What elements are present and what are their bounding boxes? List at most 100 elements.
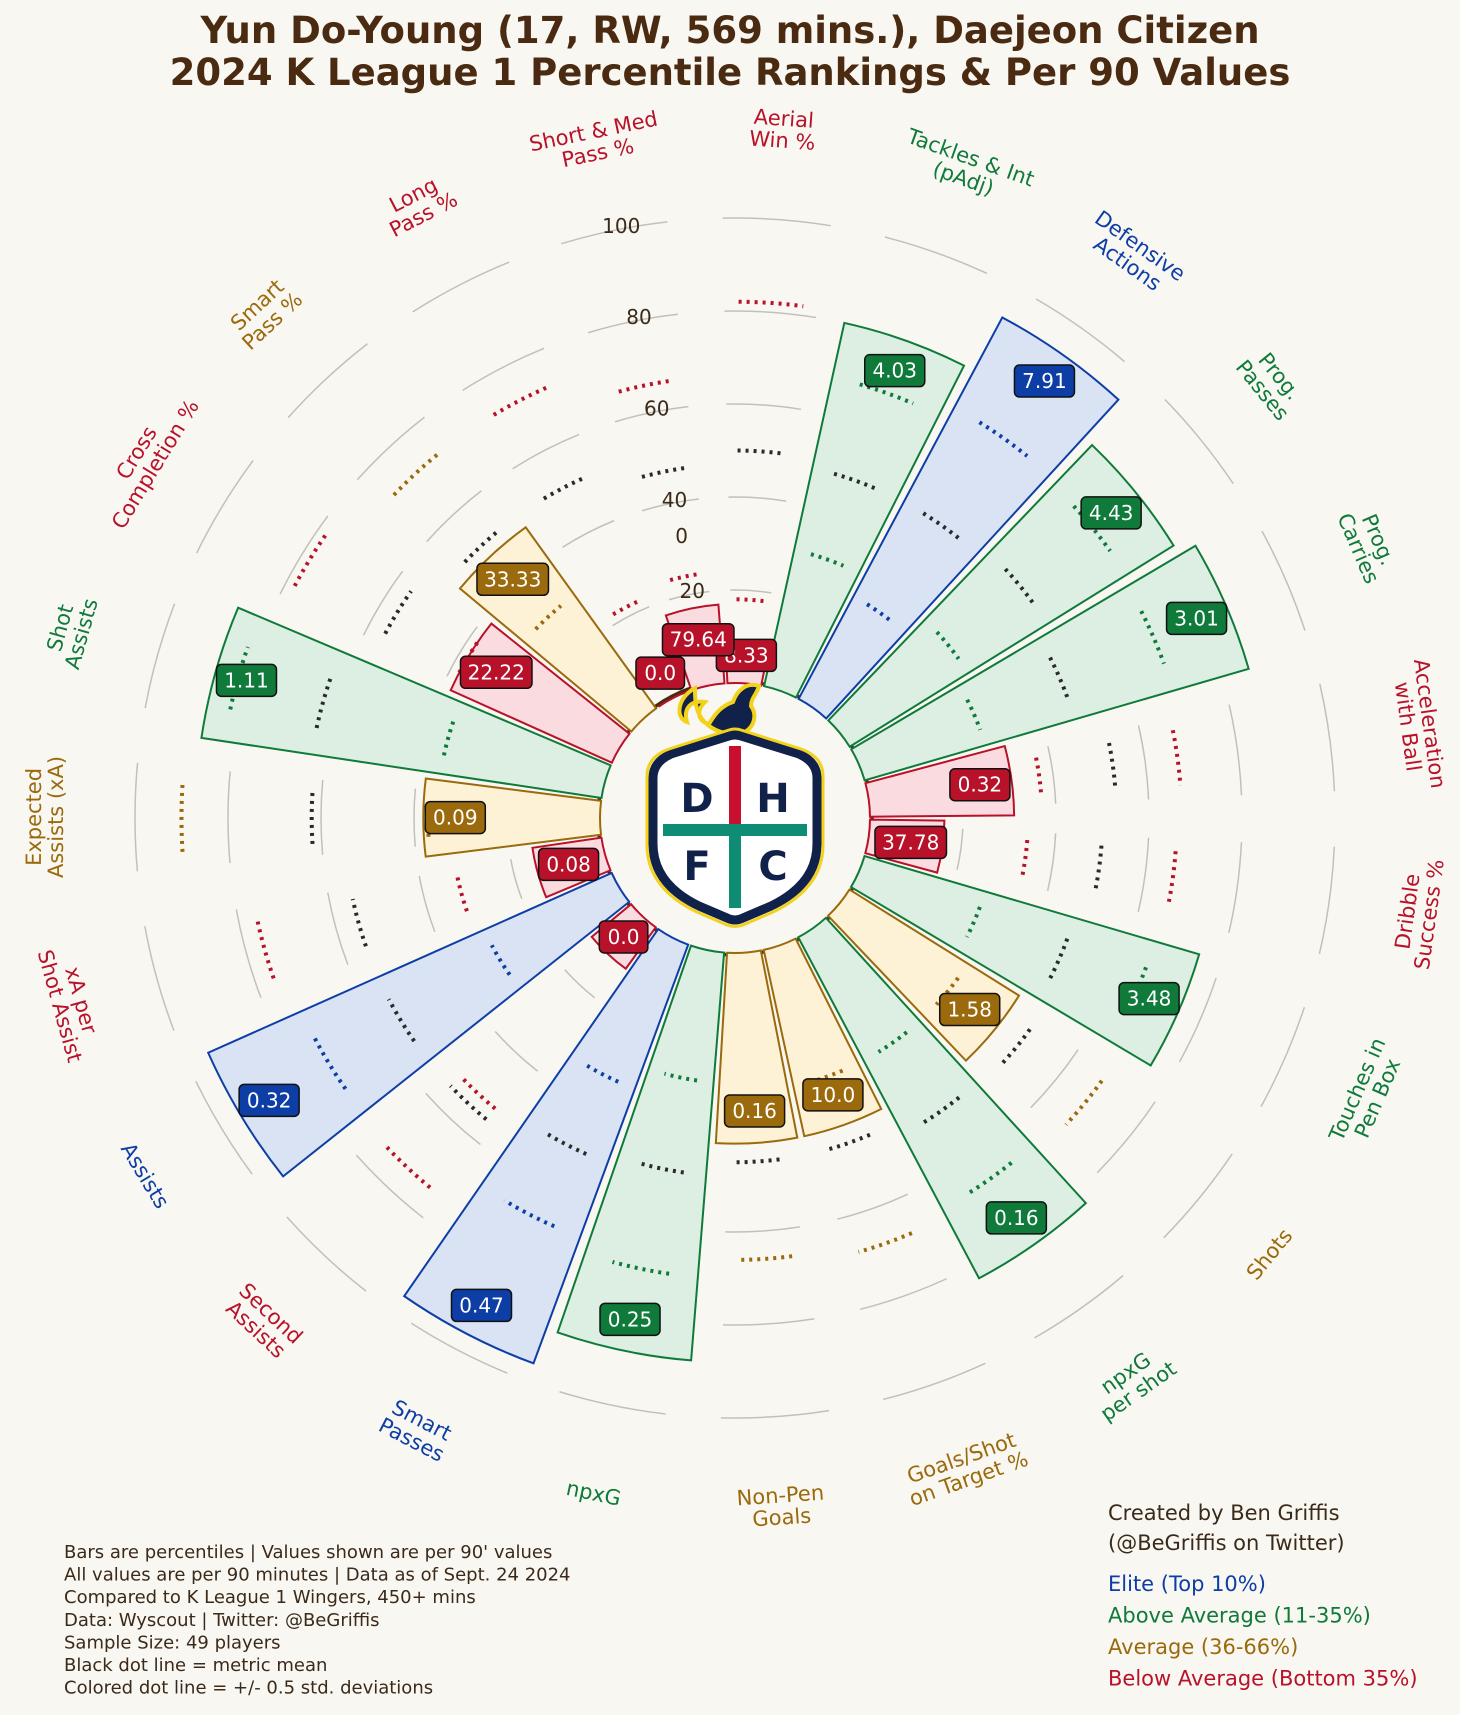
percentile-tick-label: 100: [602, 214, 640, 238]
dot-line: [1170, 729, 1183, 786]
dot-line: [503, 1198, 556, 1229]
crest-bird-icon: [677, 683, 762, 744]
value-label: 10.0: [802, 1078, 864, 1112]
tier-legend: Elite (Top 10%) Above Average (11-35%) Ave…: [1108, 1572, 1418, 1691]
grid-arc: [356, 416, 425, 481]
percentile-tick-label: 60: [644, 397, 669, 421]
dot-line: [736, 1254, 793, 1262]
dot-line: [921, 1095, 961, 1126]
metric-label: Touches inPen Box: [1324, 1034, 1411, 1154]
value-label: 0.25: [599, 1302, 661, 1337]
footnote-line: Data: Wyscout | Twitter: @BeGriffis: [64, 1610, 380, 1631]
value-label: 0.0: [635, 656, 686, 690]
grid-arc: [1046, 833, 1057, 891]
metric-label: SecondAssists: [219, 1278, 307, 1364]
metric-label: SmartPass %: [222, 271, 307, 354]
metric-label: LongPass %: [375, 168, 461, 242]
grid-arc: [362, 570, 404, 636]
metric-label: Goals/Shoton Target %: [899, 1426, 1032, 1511]
value-label: 0.08: [537, 847, 600, 882]
credit-block: Created by Ben Griffis (@BeGriffis on Tw…: [1108, 1501, 1345, 1555]
dot-line: [1139, 610, 1166, 665]
grid-arc: [1096, 1101, 1156, 1174]
dot-line: [585, 1063, 620, 1084]
grid-arc: [882, 1362, 986, 1401]
dot-line: [441, 718, 456, 756]
grid-arc: [144, 925, 175, 1031]
value-text: 0.47: [459, 1293, 504, 1317]
grid-arc: [1228, 704, 1243, 796]
metric-label: ExpectedAssists (xA): [22, 756, 68, 878]
dot-line: [737, 448, 784, 456]
grid-arc: [134, 762, 139, 872]
percentile-bar: [762, 321, 966, 699]
dot-line: [1047, 938, 1070, 981]
metric-label: DefensiveActions: [1078, 206, 1190, 304]
metric-label: npxGper shot: [1083, 1338, 1181, 1426]
value-label: 3.01: [1165, 601, 1228, 636]
grid-arc: [956, 828, 964, 870]
grid-arc: [279, 515, 329, 595]
dot-line: [449, 1084, 488, 1121]
dot-line: [935, 630, 961, 660]
footnote-line: Compared to K League 1 Wingers, 450+ min…: [64, 1587, 476, 1608]
club-crest-logo: D H F C: [645, 683, 825, 928]
value-text: 0.0: [644, 661, 676, 685]
dot-line: [392, 453, 439, 497]
value-text: 33.33: [484, 567, 541, 591]
footnote-line: Bars are percentiles | Values shown are …: [64, 1542, 552, 1563]
grid-arc: [462, 347, 545, 391]
dot-line: [1107, 742, 1118, 791]
crest-letter-c: C: [758, 844, 787, 890]
grid-arc: [425, 1092, 481, 1146]
grid-arc: [1137, 837, 1150, 912]
grid-arc: [726, 403, 802, 411]
dot-line: [738, 299, 804, 309]
credit-line-1: Created by Ben Griffis: [1108, 1501, 1340, 1525]
dot-line: [965, 698, 983, 731]
metric-label: xA perShot Assist: [33, 941, 108, 1065]
dot-line: [934, 976, 960, 1006]
grid-arc: [614, 405, 689, 423]
value-text: 3.01: [1174, 606, 1219, 630]
metric-label: SmartPasses: [375, 1394, 459, 1467]
grid-arc: [418, 875, 436, 932]
percentile-bar: [849, 854, 1201, 1067]
dot-line: [542, 475, 587, 501]
dot-line: [922, 511, 962, 541]
metric-label: npxG: [564, 1476, 623, 1511]
metric-label: AerialWin %: [749, 104, 818, 154]
grid-arc: [1164, 398, 1234, 485]
dot-line: [736, 597, 765, 604]
percentile-bar: [402, 927, 690, 1365]
crest-letter-d: D: [680, 776, 713, 822]
dot-line: [965, 1161, 1013, 1197]
grid-arc: [1319, 683, 1336, 792]
dot-line: [384, 1145, 432, 1190]
title-line-1: Yun Do-Young (17, RW, 569 mins.), Daejeo…: [199, 9, 1259, 52]
dot-line: [810, 552, 845, 568]
value-label: 0.16: [723, 1094, 786, 1128]
value-text: 0.25: [608, 1307, 653, 1331]
metric-label: CrossCompletion %: [88, 384, 204, 533]
metric-label: Non-PenGoals: [736, 1481, 826, 1533]
value-text: 22.22: [468, 660, 525, 684]
metric-label: Prog.Carries: [1332, 501, 1404, 587]
value-text: 1.11: [224, 668, 269, 692]
metric-label: ShotAssists: [39, 590, 103, 672]
grid-arc: [884, 236, 988, 275]
dot-line: [383, 590, 413, 635]
value-text: 4.43: [1089, 501, 1134, 525]
value-label: 0.16: [985, 1201, 1048, 1235]
percentile-bar: [796, 916, 1088, 1280]
grid-arc: [728, 496, 787, 502]
dot-line: [386, 998, 416, 1043]
percentile-tick-labels: 0 20 40 60 80 100: [602, 214, 705, 603]
dot-line: [833, 471, 878, 491]
title-line-2: 2024 K League 1 Percentile Rankings & Pe…: [170, 51, 1291, 94]
credit-line-2: (@BeGriffis on Twitter): [1108, 1531, 1345, 1555]
grid-arc: [720, 1409, 830, 1419]
grid-arc: [410, 1322, 508, 1374]
grid-arc: [722, 1317, 815, 1326]
metric-label: Tackles & Int(pAdj): [896, 124, 1038, 212]
